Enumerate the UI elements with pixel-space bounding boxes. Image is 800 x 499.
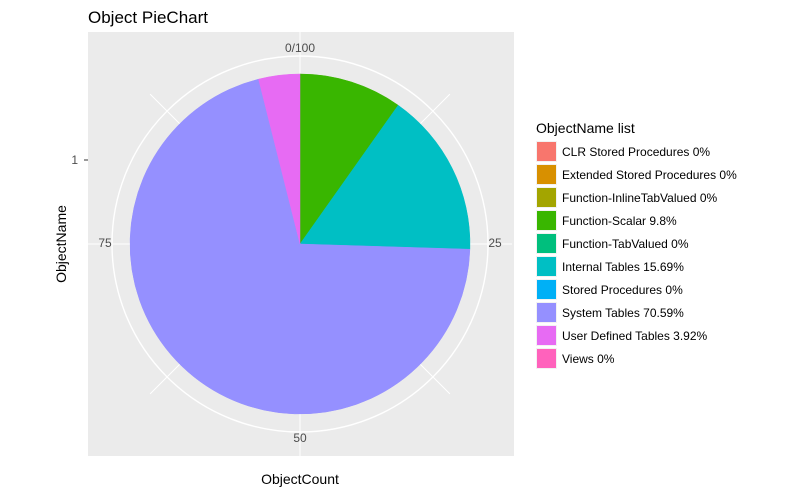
pie-slice xyxy=(299,104,471,250)
legend-swatch xyxy=(537,257,556,276)
legend-item: Internal Tables 15.69% xyxy=(536,256,684,277)
radial-tick-label: 25 xyxy=(488,236,502,250)
y-axis-title: ObjectName xyxy=(53,205,69,283)
legend-swatch xyxy=(537,211,556,230)
legend-item: Function-InlineTabValued 0% xyxy=(536,187,718,208)
legend-swatch xyxy=(537,326,556,345)
legend-title: ObjectName list xyxy=(536,120,635,136)
legend-swatch xyxy=(537,165,556,184)
x-axis-title: ObjectCount xyxy=(261,471,339,487)
legend-label: Extended Stored Procedures 0% xyxy=(562,168,737,182)
pie-slice xyxy=(299,73,399,245)
legend-label: Function-TabValued 0% xyxy=(562,237,689,251)
pie-slice xyxy=(258,73,301,245)
legend-item: User Defined Tables 3.92% xyxy=(536,325,708,346)
legend-swatch xyxy=(537,188,556,207)
slice-layer xyxy=(129,73,471,415)
legend: CLR Stored Procedures 0% Extended Stored … xyxy=(536,141,737,369)
legend-swatch xyxy=(537,280,556,299)
legend-item: Function-TabValued 0% xyxy=(536,233,689,254)
legend-item: Function-Scalar 9.8% xyxy=(536,210,677,231)
chart-title: Object PieChart xyxy=(88,8,208,27)
legend-item: Stored Procedures 0% xyxy=(536,279,683,300)
legend-swatch xyxy=(537,303,556,322)
tick-layer: 0/100 25 50 75 xyxy=(98,41,502,445)
legend-label: Function-InlineTabValued 0% xyxy=(562,191,718,205)
legend-label: Stored Procedures 0% xyxy=(562,283,683,297)
legend-label: Internal Tables 15.69% xyxy=(562,260,684,274)
legend-swatch xyxy=(537,234,556,253)
radial-tick-label: 75 xyxy=(98,236,112,250)
legend-item: CLR Stored Procedures 0% xyxy=(536,141,710,162)
legend-label: User Defined Tables 3.92% xyxy=(562,329,708,343)
legend-label: Views 0% xyxy=(562,352,615,366)
legend-item: Extended Stored Procedures 0% xyxy=(536,164,737,185)
legend-label: System Tables 70.59% xyxy=(562,306,684,320)
legend-item: Views 0% xyxy=(536,348,615,369)
legend-label: Function-Scalar 9.8% xyxy=(562,214,677,228)
legend-swatch xyxy=(537,349,556,368)
radial-tick-label: 0/100 xyxy=(285,41,315,55)
radial-tick-label: 50 xyxy=(293,431,307,445)
pie-slice xyxy=(129,78,471,415)
y-tick-label: 1 xyxy=(71,153,78,167)
legend-swatch xyxy=(537,142,556,161)
legend-label: CLR Stored Procedures 0% xyxy=(562,145,710,159)
legend-item: System Tables 70.59% xyxy=(536,302,684,323)
